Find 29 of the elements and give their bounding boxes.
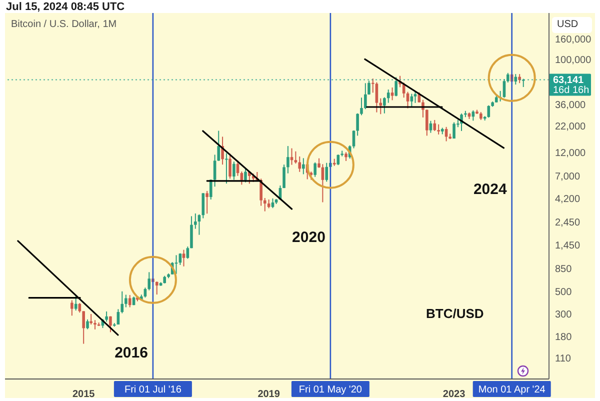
- y-tick-label: 7,000: [555, 172, 580, 183]
- annotation: 2020: [292, 228, 326, 246]
- annotation: Jul 15, 2024 08:45 UTC: [6, 0, 125, 14]
- ref-line-label: Fri 01 Jul '16: [124, 384, 182, 395]
- x-tick-label: 2023: [442, 389, 466, 400]
- y-tick-label: 1,450: [555, 240, 580, 252]
- x-tick-label: 2015: [72, 389, 96, 400]
- y-tick-label: 22,000: [555, 121, 586, 132]
- y-tick-label: 300: [555, 310, 572, 321]
- text: 16d 16h: [553, 84, 590, 96]
- x-tick-label: 2019: [258, 389, 280, 400]
- annotation: BTC/USD: [426, 306, 484, 322]
- annotation: 2024: [473, 180, 508, 198]
- y-tick-label: 12,000: [555, 148, 586, 160]
- annotation: 2016: [114, 344, 148, 362]
- y-tick-label: 4,200: [555, 194, 580, 205]
- y-tick-label: 36,000: [555, 100, 586, 111]
- y-tick-label: 2,450: [555, 218, 580, 229]
- y-tick-label: 100,000: [555, 55, 592, 66]
- y-tick-label: 110: [555, 353, 572, 364]
- y-tick-label: 850: [555, 264, 572, 275]
- y-tick-label: 180: [555, 332, 572, 343]
- y-axis-title: USD: [552, 17, 592, 33]
- ref-line-label: Fri 01 May '20: [298, 384, 362, 395]
- y-tick-label: 160,000: [555, 34, 592, 46]
- ref-line-label: Mon 01 Apr '24: [478, 384, 546, 395]
- ref-line-label: 63,141: [553, 74, 584, 86]
- text: Bitcoin / U.S. Dollar, 1M: [11, 19, 117, 31]
- y-tick-label: 500: [555, 287, 572, 298]
